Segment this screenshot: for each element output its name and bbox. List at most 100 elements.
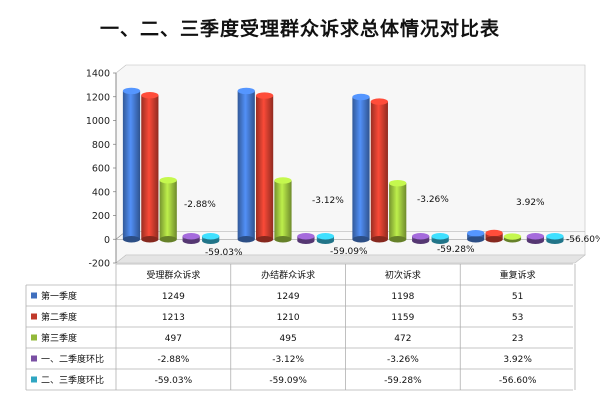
back-wall [115,64,586,264]
table-cell: -59.28% [384,376,422,386]
bar-base [297,237,315,244]
table-cell: 53 [512,313,523,323]
table-cell: -2.88% [157,355,189,365]
y-tick-label: 400 [92,187,110,198]
bar-base [526,237,545,244]
legend-entry: 第二季度 [41,311,77,323]
bar-top [237,87,255,95]
data-label: -3.26% [417,195,449,205]
bar-base [316,237,335,244]
bar-3-2 [412,233,430,244]
chart-title: 一、二、三季度受理群众诉求总体情况对比表 [99,18,500,40]
bar-top [352,93,370,101]
table-cell: 1249 [162,292,185,302]
table-cell: 472 [394,334,411,344]
bar-top [370,98,388,105]
bar-2-1 [274,177,292,243]
floor [115,254,586,264]
table-cell: 1213 [162,313,185,323]
bar-top [141,92,159,99]
bar-3-1 [297,233,315,244]
bar-base [122,236,141,243]
category-label: 重复诉求 [500,269,536,281]
y-tick-label: 800 [92,140,110,151]
bar-body [255,95,274,240]
bar-top [316,233,335,240]
y-tick-label: 1200 [86,92,110,103]
bar-base [412,237,430,244]
bar-base [141,236,159,243]
category-label: 初次诉求 [385,269,421,281]
bar-body [159,180,177,240]
bar-top [297,233,315,240]
bar-top [467,229,485,237]
legend-key [31,376,37,383]
legend-entry: 一、二季度环比 [41,353,104,365]
y-tick-label: -200 [88,259,110,270]
plot-area: -200 0 200 400 600 800 1000 1200 1400 -2.88% -3.12… [86,64,600,270]
bar-top [431,233,449,240]
bar-4-3 [546,233,564,244]
bar-base [370,236,388,243]
table-cell: 1159 [391,313,414,323]
table-cell: 23 [512,334,523,344]
bar-body [122,90,141,240]
y-tick-label: 1400 [86,69,110,80]
bar-4-1 [316,233,335,244]
bar-base [255,236,274,243]
category-label: 受理群众诉求 [146,269,200,281]
y-tick-label: 600 [92,164,110,175]
data-label: -59.09% [330,247,368,257]
table-cell: 1198 [391,292,414,302]
y-tick-label: 200 [92,211,110,222]
bar-2-2 [389,180,407,243]
bar-top [546,233,564,240]
bar-base [237,236,255,243]
bar-0-0 [122,87,141,243]
data-label: -56.60% [566,235,600,245]
data-label: 3.92% [516,198,545,208]
bar-body [274,180,292,240]
bar-base [274,236,292,243]
table-cell: -59.03% [155,376,193,386]
bar-2-3 [503,233,522,243]
bar-0-1 [237,87,255,243]
bar-top [274,177,292,184]
bar-base [389,236,407,243]
bar-1-1 [255,92,274,243]
table-cell: -59.09% [269,376,307,386]
bar-base [202,237,220,244]
legend-key [31,313,37,320]
legend-entry: 第三季度 [41,332,77,344]
y-tick-label: 0 [104,235,110,246]
bar-base [546,237,564,244]
table-cell: 1210 [277,313,300,323]
category-label: 办结群众诉求 [261,269,315,281]
bar-top [485,229,503,237]
table-cell: -56.60% [499,376,537,386]
bar-base [182,237,200,244]
bar-base [159,236,177,243]
table-cell: -3.26% [387,355,419,365]
bar-top [389,180,407,187]
bar-top [503,233,522,240]
bar-1-0 [141,92,159,243]
table-cell: 3.92% [503,355,532,365]
data-label: -2.88% [184,200,216,210]
bar-body [370,101,388,240]
bar-base [431,237,449,244]
bar-3-0 [182,233,200,244]
bar-3-3 [526,233,545,244]
bar-1-2 [370,98,388,243]
legend-key [31,292,37,299]
bar-4-0 [202,233,220,244]
bar-top [182,233,200,240]
bar-base [467,236,485,243]
legend-entry: 第一季度 [41,290,77,302]
table-cell: -3.12% [272,355,304,365]
bar-top [202,233,220,240]
bar-body [237,90,255,240]
bar-base [352,236,370,243]
